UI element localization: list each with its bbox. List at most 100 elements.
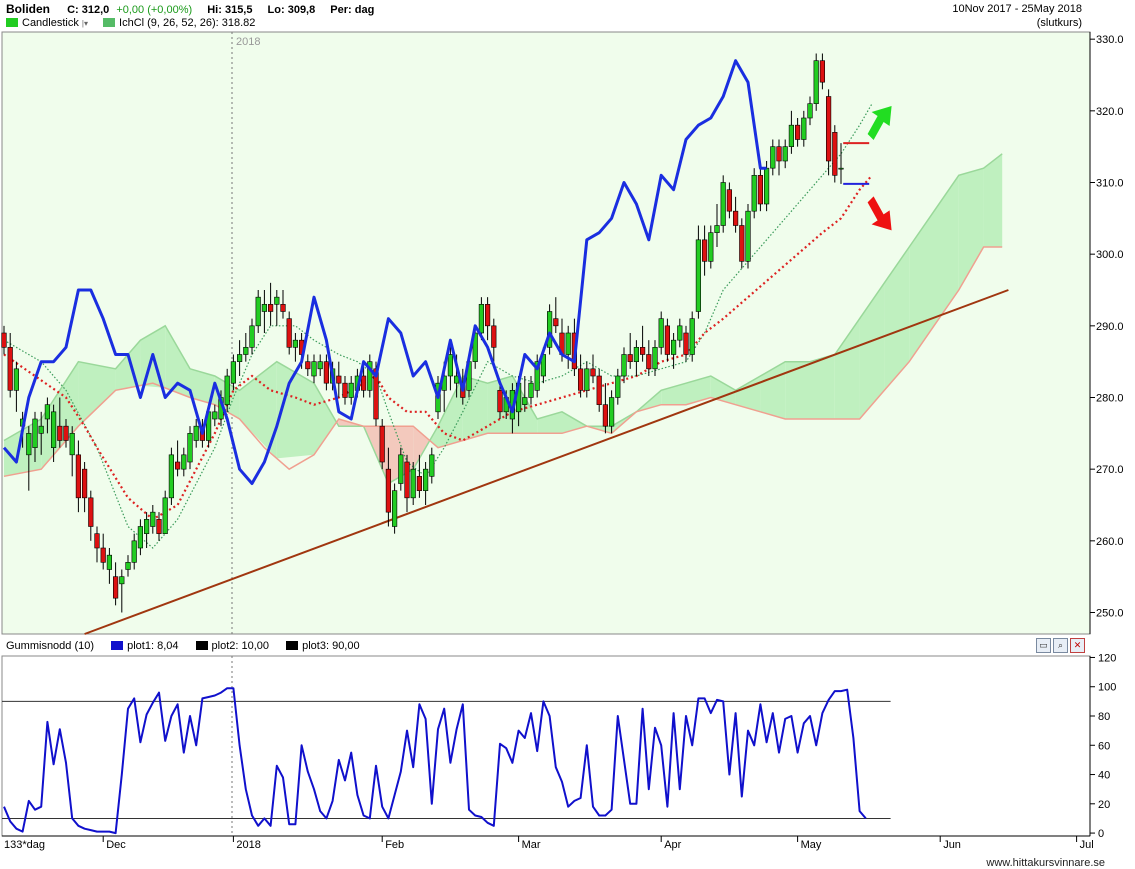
osc-y-tick-label: 100 <box>1098 682 1116 694</box>
legend-plot3-label: plot3: 90,00 <box>302 640 360 652</box>
legend-plot3: plot3: 90,00 <box>286 640 360 652</box>
ichimoku-cloud-segment <box>314 383 337 455</box>
low-value: Lo: 309,8 <box>267 4 316 16</box>
candle-body <box>106 554 112 570</box>
month-label: Mar <box>521 839 541 851</box>
plot3-swatch-icon <box>286 641 299 650</box>
candle-body <box>88 497 94 527</box>
legend-plot1-label: plot1: 8,04 <box>127 640 179 652</box>
trendline <box>84 289 1009 635</box>
candle-body <box>75 454 81 499</box>
arrow-down-icon <box>867 196 892 231</box>
ichimoku-cloud-segment <box>934 175 959 326</box>
candle-body <box>782 146 788 162</box>
candle-body <box>776 146 782 162</box>
candle-body <box>639 347 646 355</box>
close-icon[interactable]: ✕ <box>1070 638 1085 653</box>
candle-body <box>175 461 181 470</box>
candle-body <box>491 325 497 348</box>
arrow-up-icon <box>867 106 892 140</box>
zoom-icon[interactable]: ⌕ <box>1053 638 1068 653</box>
candle-body <box>255 296 261 327</box>
candle-body <box>69 433 75 456</box>
plot1-line <box>3 687 867 835</box>
candle-body <box>119 576 125 585</box>
ichimoku-cloud-segment <box>239 361 277 459</box>
ichimoku-cloud-segment <box>686 376 711 405</box>
candle-body <box>1 332 7 348</box>
ichimoku-cloud-segment <box>785 361 810 419</box>
y-tick-label: 320.0 <box>1096 106 1124 118</box>
candle-body <box>807 103 813 119</box>
candle-body <box>150 511 156 527</box>
ichimoku-cloud-segment <box>429 426 438 448</box>
osc-y-tick-label: 60 <box>1098 740 1110 752</box>
candle-body <box>819 60 825 83</box>
candle-body <box>633 347 639 362</box>
candle-body <box>627 354 633 362</box>
candle-body <box>82 468 88 499</box>
change-value: +0,00 (+0,00%) <box>116 4 193 16</box>
candle-body <box>745 210 751 262</box>
ichimoku-cloud-segment <box>190 368 215 405</box>
osc-y-tick-label: 0 <box>1098 828 1104 840</box>
y-tick-label: 250.0 <box>1096 608 1124 620</box>
minimize-icon[interactable]: ▭ <box>1036 638 1051 653</box>
legend-plot2-label: plot2: 10,00 <box>211 640 270 652</box>
candle-body <box>422 468 429 491</box>
date-range-text: 10Nov 2017 - 25May 2018 <box>952 3 1082 15</box>
candle-body <box>763 167 770 205</box>
candle-body <box>187 433 193 463</box>
candle-body <box>652 347 658 370</box>
candle-body <box>212 411 218 420</box>
candle-body <box>838 167 844 170</box>
osc-y-tick-label: 120 <box>1098 652 1116 664</box>
candle-body <box>7 347 13 391</box>
legend-candlestick[interactable]: Candlestick |▾ <box>6 17 100 29</box>
candle-body <box>429 454 435 477</box>
plot2-swatch-icon <box>195 641 208 650</box>
candle-body <box>478 304 485 334</box>
candle-body <box>447 354 454 377</box>
candle-body <box>825 96 832 162</box>
y-tick-label: 290.0 <box>1096 321 1124 333</box>
kijun-sen-line <box>3 174 873 521</box>
candle-body <box>181 454 187 470</box>
candle-body <box>162 497 168 534</box>
candle-body <box>832 132 838 176</box>
chikou-span-line <box>2 59 767 485</box>
osc-y-tick-label: 20 <box>1098 799 1110 811</box>
candle-body <box>373 368 379 420</box>
footer-link[interactable]: www.hittakursvinnare.se <box>986 857 1105 869</box>
candle-body <box>323 361 330 384</box>
panel-tools: ▭ ⌕ ✕ <box>1036 638 1087 653</box>
year-marker-label: 2018 <box>236 36 260 48</box>
candle-body <box>751 175 757 212</box>
dropdown-arrow-icon[interactable]: |▾ <box>81 19 88 28</box>
oscillator-chart[interactable]: 0 20 40 60 80 100 120 <box>0 636 1135 869</box>
price-chart[interactable]: 2018 250.0 260.0 270.0 280.0 290.0 300.0 310.0 3… <box>0 0 1135 636</box>
period-value: Per: dag <box>330 4 375 16</box>
days-label: 133*dag <box>4 839 45 851</box>
candle-body <box>280 304 286 312</box>
candle-body <box>404 461 410 499</box>
month-label: Apr <box>664 839 682 851</box>
candle-body <box>788 124 794 147</box>
month-label: May <box>800 839 822 851</box>
candle-body <box>385 468 392 513</box>
candle-body <box>658 318 664 348</box>
price-type-text: (slutkurs) <box>1036 17 1082 29</box>
candle-body <box>131 540 137 563</box>
legend-plot1: plot1: 8,04 <box>111 640 178 652</box>
y-tick-label: 330.0 <box>1096 34 1124 46</box>
ichimoku-cloud-segment <box>276 361 314 459</box>
candle-body <box>348 382 354 398</box>
candle-body <box>590 368 596 377</box>
y-tick-label: 280.0 <box>1096 393 1124 405</box>
candle-body <box>360 375 367 391</box>
candle-body <box>336 375 342 384</box>
candle-body <box>534 361 540 391</box>
month-label: Feb <box>385 839 405 851</box>
legend-ichimoku[interactable]: IchCl (9, 26, 52, 26): 318.82 <box>103 17 255 29</box>
candle-body <box>484 304 491 327</box>
